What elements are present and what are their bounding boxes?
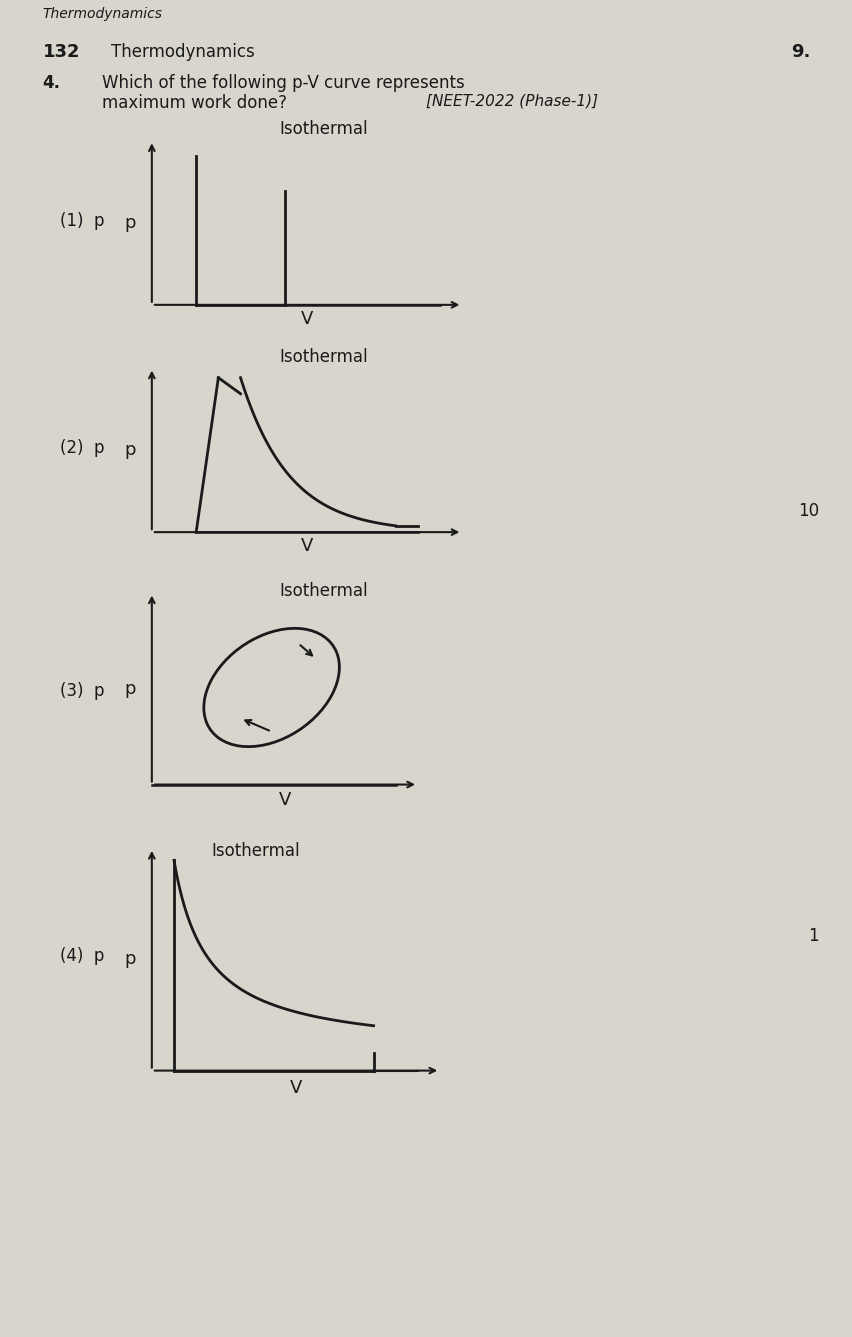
Text: V: V [301,310,313,328]
Text: 4.: 4. [43,74,60,91]
Text: 132: 132 [43,43,80,60]
Text: (3)  p: (3) p [60,682,104,701]
Text: (4)  p: (4) p [60,947,104,965]
Text: p: p [124,951,135,968]
Text: Thermodynamics: Thermodynamics [111,43,255,60]
Text: Isothermal: Isothermal [279,120,368,138]
Text: 1: 1 [808,927,818,945]
Text: Isothermal: Isothermal [279,348,368,365]
Text: 10: 10 [797,501,818,520]
Text: V: V [279,792,291,809]
Text: Thermodynamics: Thermodynamics [43,7,163,20]
Text: p: p [124,679,135,698]
Text: [NEET-2022 (Phase-1)]: [NEET-2022 (Phase-1)] [426,94,598,108]
Text: (2)  p: (2) p [60,439,104,457]
Text: Isothermal: Isothermal [279,582,368,599]
Text: (1)  p: (1) p [60,211,104,230]
Text: 9.: 9. [790,43,809,60]
Text: Which of the following p-V curve represents: Which of the following p-V curve represe… [102,74,464,91]
Text: V: V [301,537,313,555]
Text: p: p [124,214,135,231]
Text: Isothermal: Isothermal [211,842,300,860]
Text: V: V [290,1079,302,1096]
Text: maximum work done?: maximum work done? [102,94,287,111]
Text: p: p [124,441,135,459]
